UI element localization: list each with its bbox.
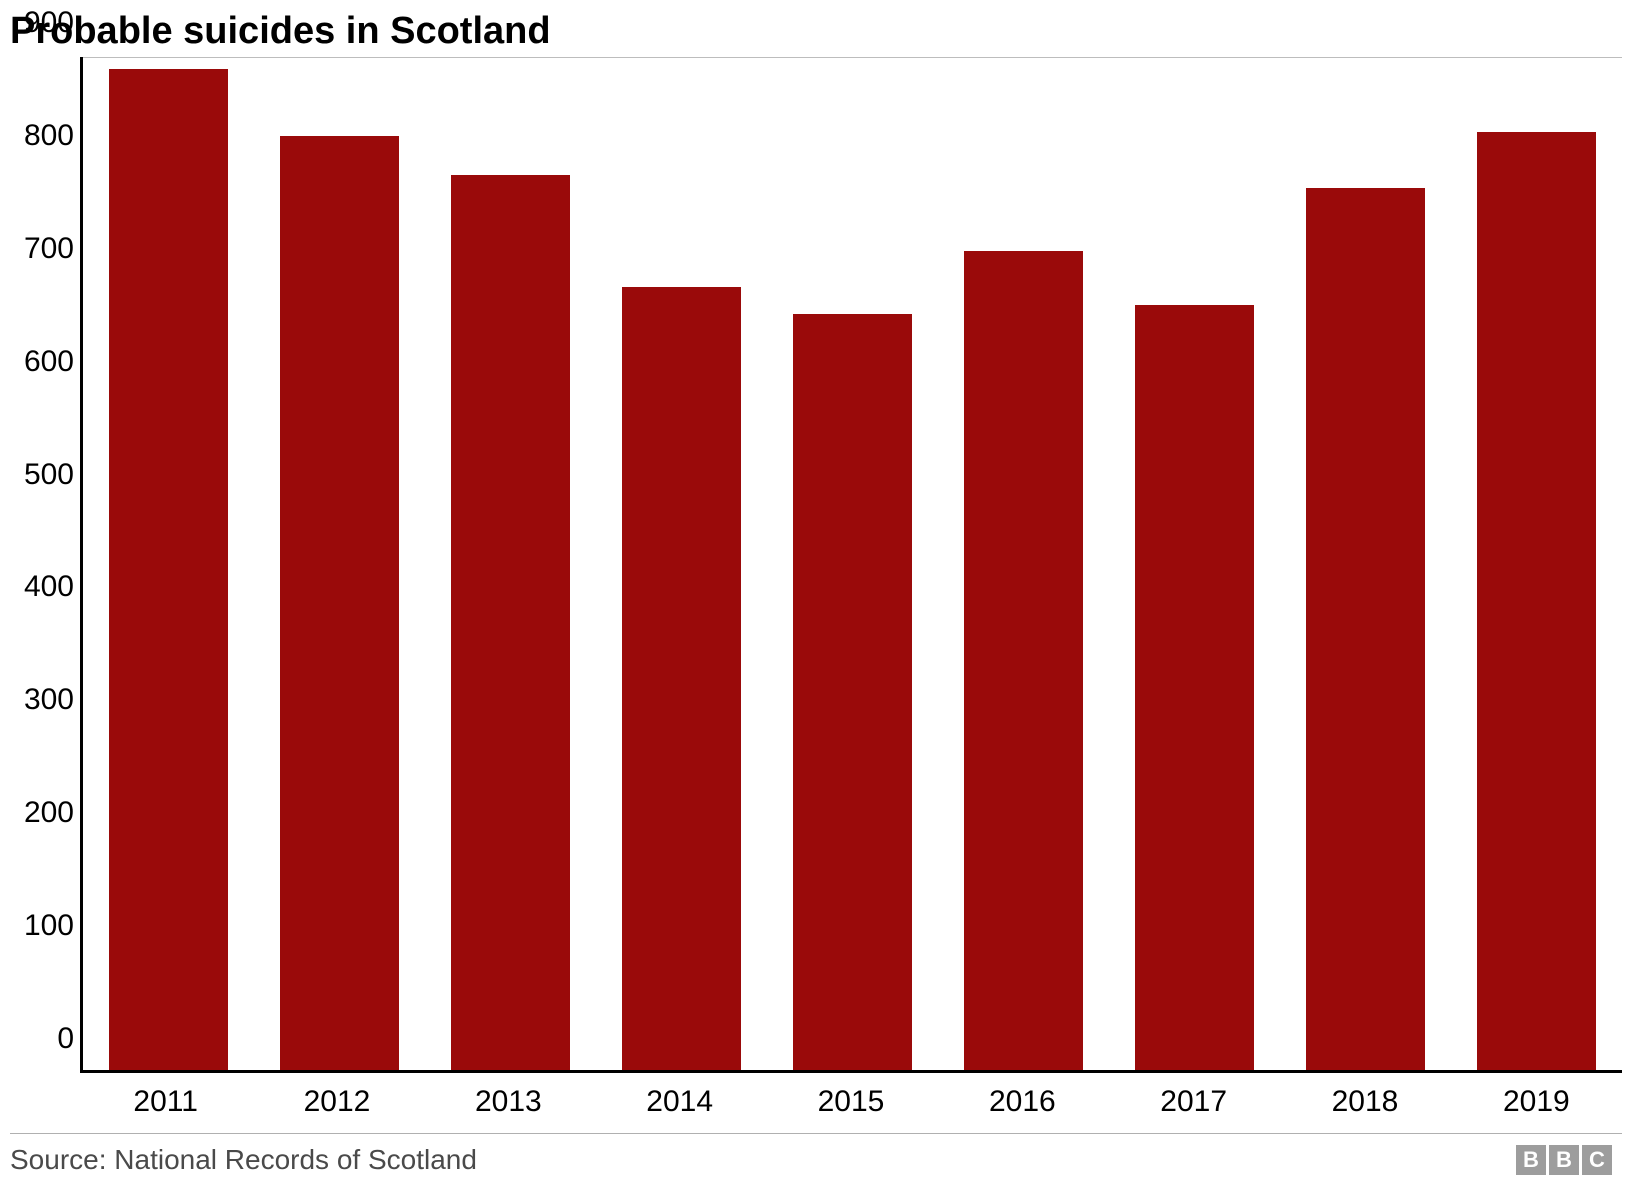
y-tick-label: 700 — [24, 232, 74, 266]
x-tick-label: 2018 — [1332, 1085, 1399, 1119]
x-tick-label: 2014 — [646, 1085, 713, 1119]
bar — [109, 69, 229, 1070]
x-tick-label: 2017 — [1160, 1085, 1227, 1119]
x-tick-label: 2011 — [133, 1085, 198, 1119]
y-tick-label: 300 — [24, 683, 74, 717]
x-tick-label: 2012 — [304, 1085, 371, 1119]
bbc-logo: BBC — [1516, 1145, 1612, 1175]
chart-title: Probable suicides in Scotland — [10, 0, 1622, 57]
bar — [451, 175, 571, 1070]
source-text: Source: National Records of Scotland — [10, 1144, 477, 1176]
bar — [1477, 132, 1597, 1070]
y-tick-label: 500 — [24, 458, 74, 492]
chart-footer: Source: National Records of Scotland BBC — [10, 1133, 1622, 1186]
y-tick-label: 400 — [24, 570, 74, 604]
y-axis: 0100200300400500600700800900 — [10, 57, 80, 1073]
y-tick-label: 100 — [24, 909, 74, 943]
bar — [1135, 305, 1255, 1070]
plot-row: 0100200300400500600700800900 — [10, 57, 1622, 1073]
y-tick-label: 600 — [24, 345, 74, 379]
bbc-logo-letter: B — [1549, 1145, 1579, 1175]
x-tick-label: 2013 — [475, 1085, 542, 1119]
bar — [622, 287, 742, 1070]
chart-container: Probable suicides in Scotland 0 100 200 300… — [10, 0, 1622, 1186]
x-tick-label: 2015 — [818, 1085, 885, 1119]
x-axis-row: 2011 2012 2013 2014 2015 2016 2017 2018 2019 — [10, 1073, 1622, 1133]
bar — [793, 314, 913, 1070]
bbc-logo-letter: C — [1582, 1145, 1612, 1175]
y-tick-label: 900 — [24, 6, 74, 40]
y-tick-label: 0 — [57, 1022, 74, 1056]
x-tick-label: 2016 — [989, 1085, 1056, 1119]
bar — [964, 251, 1084, 1070]
plot-area — [80, 57, 1622, 1073]
bar — [280, 136, 400, 1070]
x-axis: 2011 2012 2013 2014 2015 2016 2017 2018 2019 — [80, 1073, 1622, 1133]
bbc-logo-letter: B — [1516, 1145, 1546, 1175]
x-axis-spacer — [10, 1073, 80, 1133]
bar — [1306, 188, 1426, 1070]
x-tick-label: 2019 — [1503, 1085, 1570, 1119]
y-tick-label: 200 — [24, 796, 74, 830]
top-spine — [83, 57, 1622, 58]
y-tick-label: 800 — [24, 119, 74, 153]
